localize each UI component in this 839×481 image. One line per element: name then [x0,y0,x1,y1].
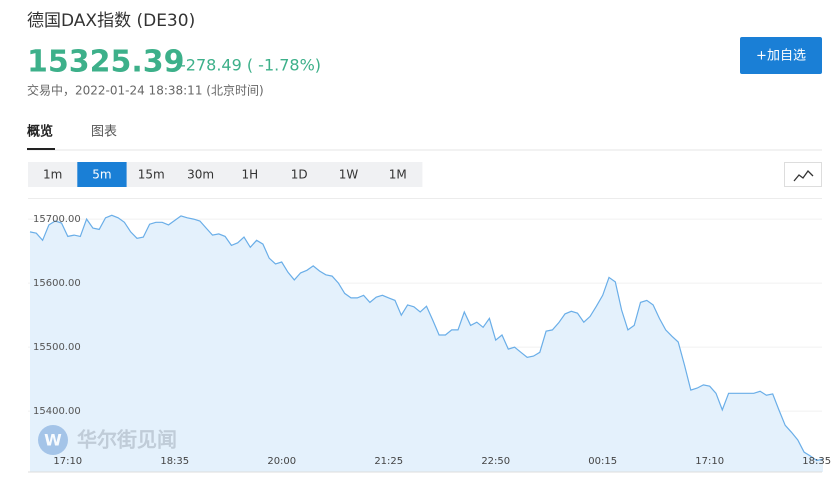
price: 15325.39 [27,45,185,80]
chart-type-button[interactable] [784,162,822,187]
icon-bg [784,162,822,187]
y-tick-label: 15400.00 [33,406,81,417]
tab-underline [27,148,55,150]
watermark-logo [38,425,68,455]
axis: 15400.00 15500.00 15600.00 15700.00 17:10 18:… [28,214,831,473]
y-tick-label: 15600.00 [33,278,81,289]
tab-label: 图表 [91,125,117,140]
add-watchlist-button[interactable]: +加自选 [740,37,822,74]
period-button[interactable]: 1W [339,168,359,182]
x-tick-label: 18:35 [160,456,189,467]
button-label: +加自选 [756,49,806,64]
area [30,215,823,473]
icon [793,169,814,182]
period-label: 1m [43,168,62,182]
status: 交易中，2022-01-24 18:38:11 (北京时间) [27,83,264,98]
period-button[interactable]: 1D [291,168,308,182]
x-tick-label: 00:15 [588,456,617,467]
period-button[interactable]: 5m [77,162,127,187]
x-tick-label: 17:10 [695,456,724,467]
tab[interactable]: 图表 [91,125,117,140]
tab-label: 概览 [27,124,53,140]
period-button[interactable]: 15m [138,168,165,182]
x-tick-label: 18:35 [802,456,831,467]
y-tick-label: 15500.00 [33,342,81,353]
tab[interactable]: 概览 [27,124,55,151]
change: -278.49 ( -1.78%) [180,56,321,75]
period-label: 1H [242,168,259,182]
y-tick-label: 15700.00 [33,214,81,225]
button-bg [740,37,822,74]
period-button[interactable]: 1H [242,168,259,182]
period-button[interactable]: 1m [43,168,62,182]
period-button[interactable]: 30m [187,168,214,182]
period-label: 1W [339,168,359,182]
x-tick-label: 17:10 [53,456,82,467]
x-tick-label: 20:00 [267,456,296,467]
title: 德国DAX指数 (DE30) [27,11,195,31]
x-tick-label: 21:25 [374,456,403,467]
period-active-bg [77,162,127,187]
watermark: W 华尔街见闻 [38,425,177,455]
plot [29,214,824,473]
period-label: 1M [389,168,407,182]
x-tick-label: 22:50 [481,456,510,467]
line [29,214,824,462]
period-label: 5m [92,168,111,182]
period-label: 15m [138,168,165,182]
period-button[interactable]: 1M [389,168,407,182]
period-label: 30m [187,168,214,182]
watermark-text: 华尔街见闻 [77,428,177,452]
period-label: 1D [291,168,308,182]
watermark-logo-mark: W [44,431,62,450]
